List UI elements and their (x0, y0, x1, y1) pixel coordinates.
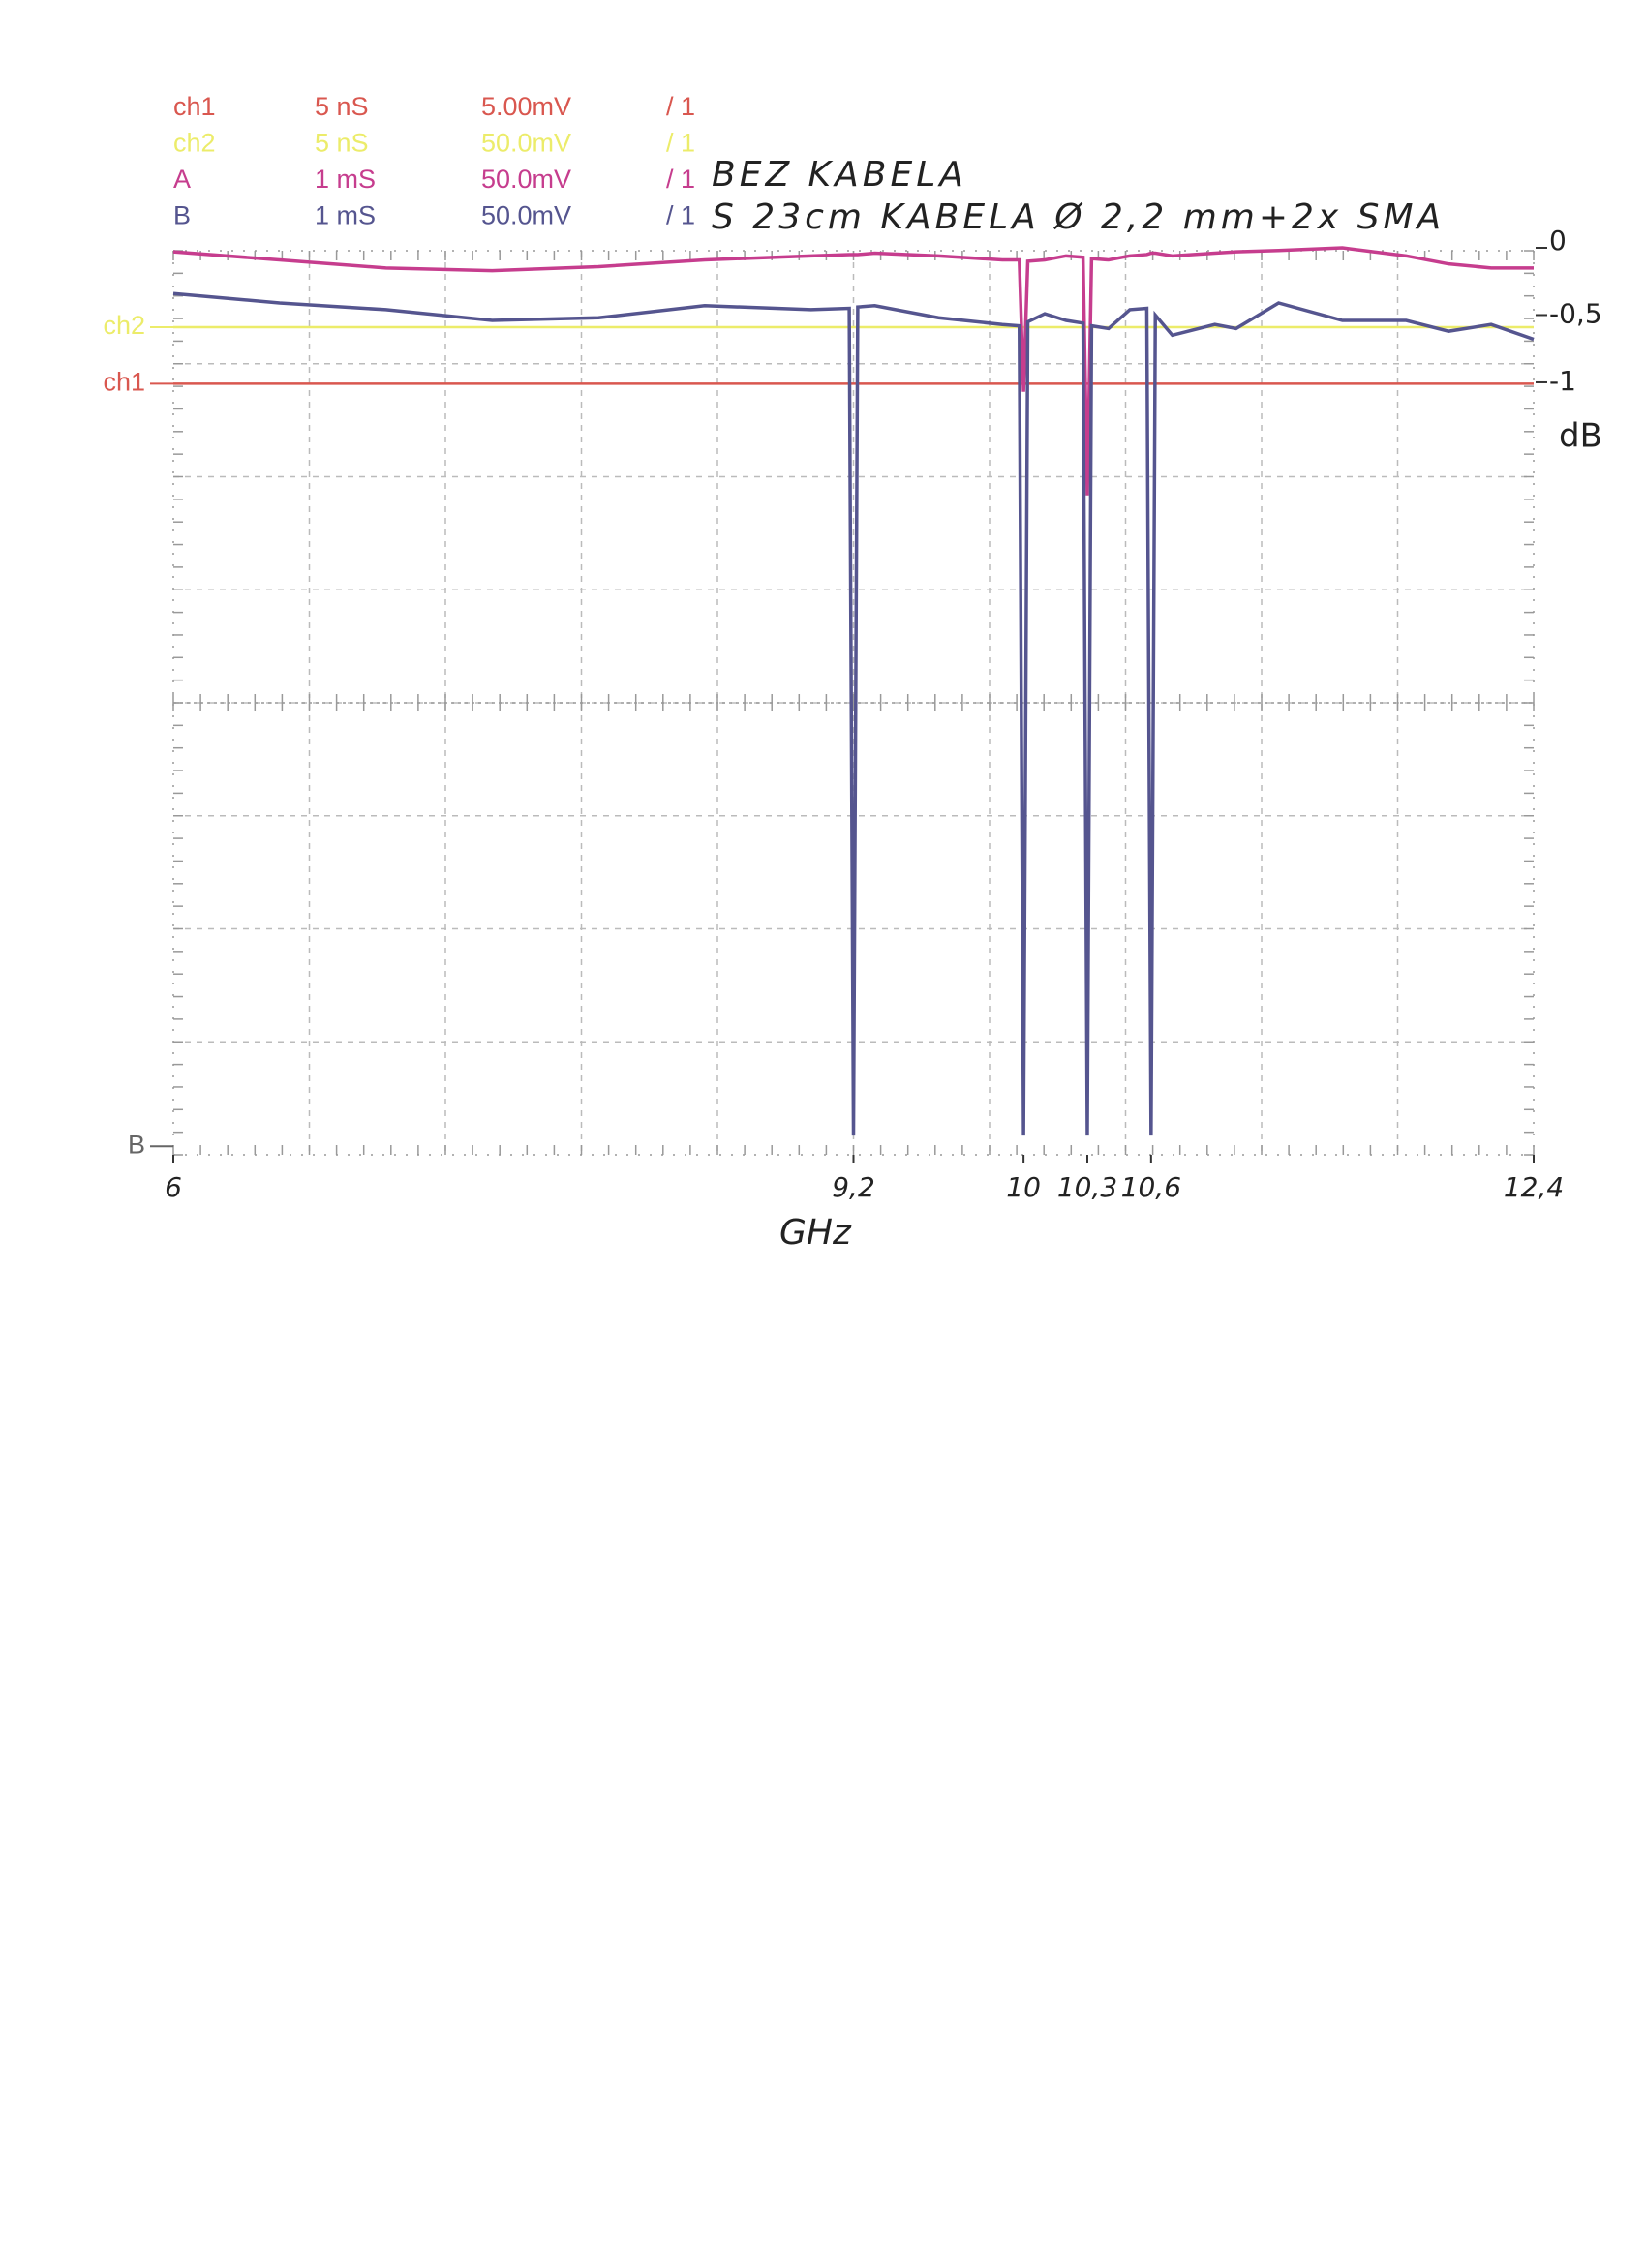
y-tick-label: -0,5 (1549, 297, 1602, 329)
x-tick-label: 10 (1006, 1171, 1041, 1203)
y-axis-label: dB (1559, 417, 1602, 456)
channel-setting: 1 mS (315, 201, 376, 230)
channel-setting: 1 mS (315, 165, 376, 194)
x-axis-label: GHz (779, 1213, 852, 1253)
channel-setting: 5 nS (315, 92, 369, 121)
trace (172, 291, 1535, 1136)
channel-setting: 50.0mV (481, 165, 571, 194)
y-tick-label: -1 (1549, 365, 1576, 397)
x-tick-label: 6 (165, 1171, 182, 1203)
channel-setting: / 1 (666, 92, 695, 121)
x-tick-label: 10,6 (1121, 1171, 1181, 1203)
channel-setting: A (173, 165, 191, 194)
channel-setting: 5 nS (315, 129, 369, 158)
marker-label: B (128, 1130, 145, 1159)
channel-setting: ch1 (173, 92, 216, 121)
channel-setting: / 1 (666, 201, 695, 230)
legend-entry: BEZ KABELA (712, 155, 967, 195)
trace (172, 246, 1534, 496)
x-tick-label: 9,2 (832, 1171, 875, 1203)
legend-entry: S 23cm KABELA Ø 2,2 mm+2x SMA (712, 197, 1445, 237)
x-tick-label: 10,3 (1057, 1171, 1117, 1203)
y-tick-label: 0 (1549, 225, 1567, 257)
channel-setting: 5.00mV (481, 92, 571, 121)
channel-setting: ch2 (173, 129, 216, 158)
channel-setting: / 1 (666, 165, 695, 194)
marker-label: ch1 (103, 367, 145, 396)
channel-setting: / 1 (666, 129, 695, 158)
channel-setting: B (173, 201, 191, 230)
channel-setting: 50.0mV (481, 129, 571, 158)
x-tick-label: 12,4 (1504, 1171, 1564, 1203)
channel-setting: 50.0mV (481, 201, 571, 230)
marker-label: ch2 (103, 311, 145, 340)
